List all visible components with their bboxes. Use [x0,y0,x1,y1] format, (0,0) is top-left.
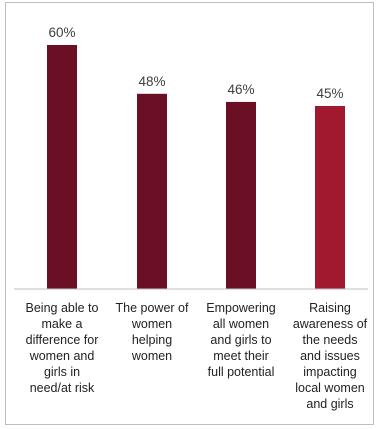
category-label-2: The power of women helping women [115,301,189,363]
category-label-3: Empowering all women and girls to meet t… [206,301,276,379]
bar-4 [315,106,345,289]
category-label-4: Raising awareness of the needs and issue… [292,301,368,411]
value-label-2: 48% [138,74,165,89]
value-label-1: 60% [48,25,75,40]
bar-2 [137,93,167,289]
value-label-4: 45% [316,86,343,101]
bar-3 [226,101,256,289]
bar-1 [47,45,77,289]
category-label-1: Being able to make a difference for wome… [25,301,99,395]
value-label-3: 46% [227,82,254,97]
